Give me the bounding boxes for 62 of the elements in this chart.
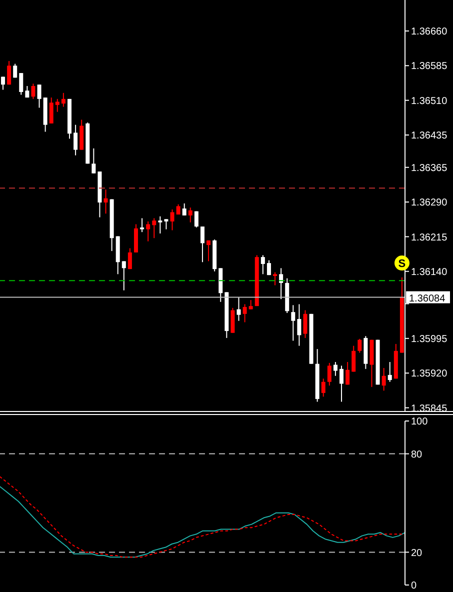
candlestick bbox=[303, 310, 308, 338]
candlestick bbox=[333, 361, 338, 376]
candlestick bbox=[188, 207, 192, 223]
y-tick-label: 1.36660 bbox=[411, 26, 448, 38]
y-tick-label: 1.36510 bbox=[411, 96, 448, 107]
candlestick bbox=[31, 83, 36, 100]
candlestick bbox=[248, 300, 253, 310]
candlestick bbox=[346, 361, 350, 386]
y-tick-label: 1.36140 bbox=[411, 266, 448, 278]
y-tick-label: 1.36215 bbox=[411, 232, 448, 244]
candlestick bbox=[140, 218, 144, 233]
candlestick bbox=[122, 260, 126, 291]
candlestick bbox=[236, 296, 241, 322]
candlestick bbox=[291, 304, 296, 342]
candlestick bbox=[194, 210, 198, 228]
candlestick bbox=[327, 362, 332, 386]
y-tick-label: 1.36435 bbox=[411, 130, 448, 142]
candlestick bbox=[7, 60, 12, 86]
candlestick bbox=[279, 268, 284, 300]
y-tick-label: 1.35845 bbox=[411, 403, 448, 414]
candlestick bbox=[273, 272, 278, 286]
candlestick bbox=[242, 304, 247, 323]
y-tick-label: 1.36365 bbox=[411, 162, 448, 174]
candlestick bbox=[13, 63, 18, 78]
candlestick bbox=[74, 124, 78, 156]
y-tick-label: 100 bbox=[411, 416, 428, 428]
candlestick bbox=[128, 248, 132, 270]
candlestick bbox=[152, 218, 156, 239]
candlestick bbox=[266, 260, 271, 276]
candlestick bbox=[182, 202, 186, 216]
candlestick bbox=[382, 368, 386, 392]
ref-line-label: 1.36084 bbox=[409, 293, 446, 304]
candlestick bbox=[19, 72, 24, 96]
candlestick bbox=[146, 220, 150, 242]
y-tick-label: 20 bbox=[411, 548, 423, 559]
candlestick bbox=[388, 361, 392, 382]
candlestick bbox=[49, 97, 54, 124]
candlestick bbox=[321, 378, 326, 398]
y-tick-label: 1.35920 bbox=[411, 368, 448, 380]
candlestick bbox=[164, 218, 168, 230]
candlestick bbox=[206, 240, 211, 262]
candlestick bbox=[104, 189, 108, 214]
candlestick bbox=[340, 365, 344, 402]
y-tick-label: 0 bbox=[411, 580, 417, 592]
candlestick bbox=[230, 307, 235, 334]
candlestick bbox=[260, 254, 265, 275]
y-tick-label: 80 bbox=[411, 449, 423, 460]
y-tick-label: 1.35995 bbox=[411, 334, 448, 345]
candlestick bbox=[200, 226, 204, 263]
candlestick bbox=[170, 208, 174, 231]
candlestick bbox=[297, 304, 302, 346]
annotation: S bbox=[398, 258, 406, 270]
candlestick bbox=[352, 345, 356, 372]
candlestick bbox=[37, 84, 42, 108]
candlestick bbox=[55, 98, 60, 112]
y-tick-label: 1.36585 bbox=[411, 61, 448, 72]
candlestick bbox=[358, 338, 362, 354]
candlestick bbox=[92, 148, 96, 174]
candlestick bbox=[1, 76, 5, 90]
candlestick bbox=[61, 92, 66, 108]
candlestick bbox=[158, 216, 162, 234]
y-tick-label: 1.36290 bbox=[411, 198, 448, 209]
